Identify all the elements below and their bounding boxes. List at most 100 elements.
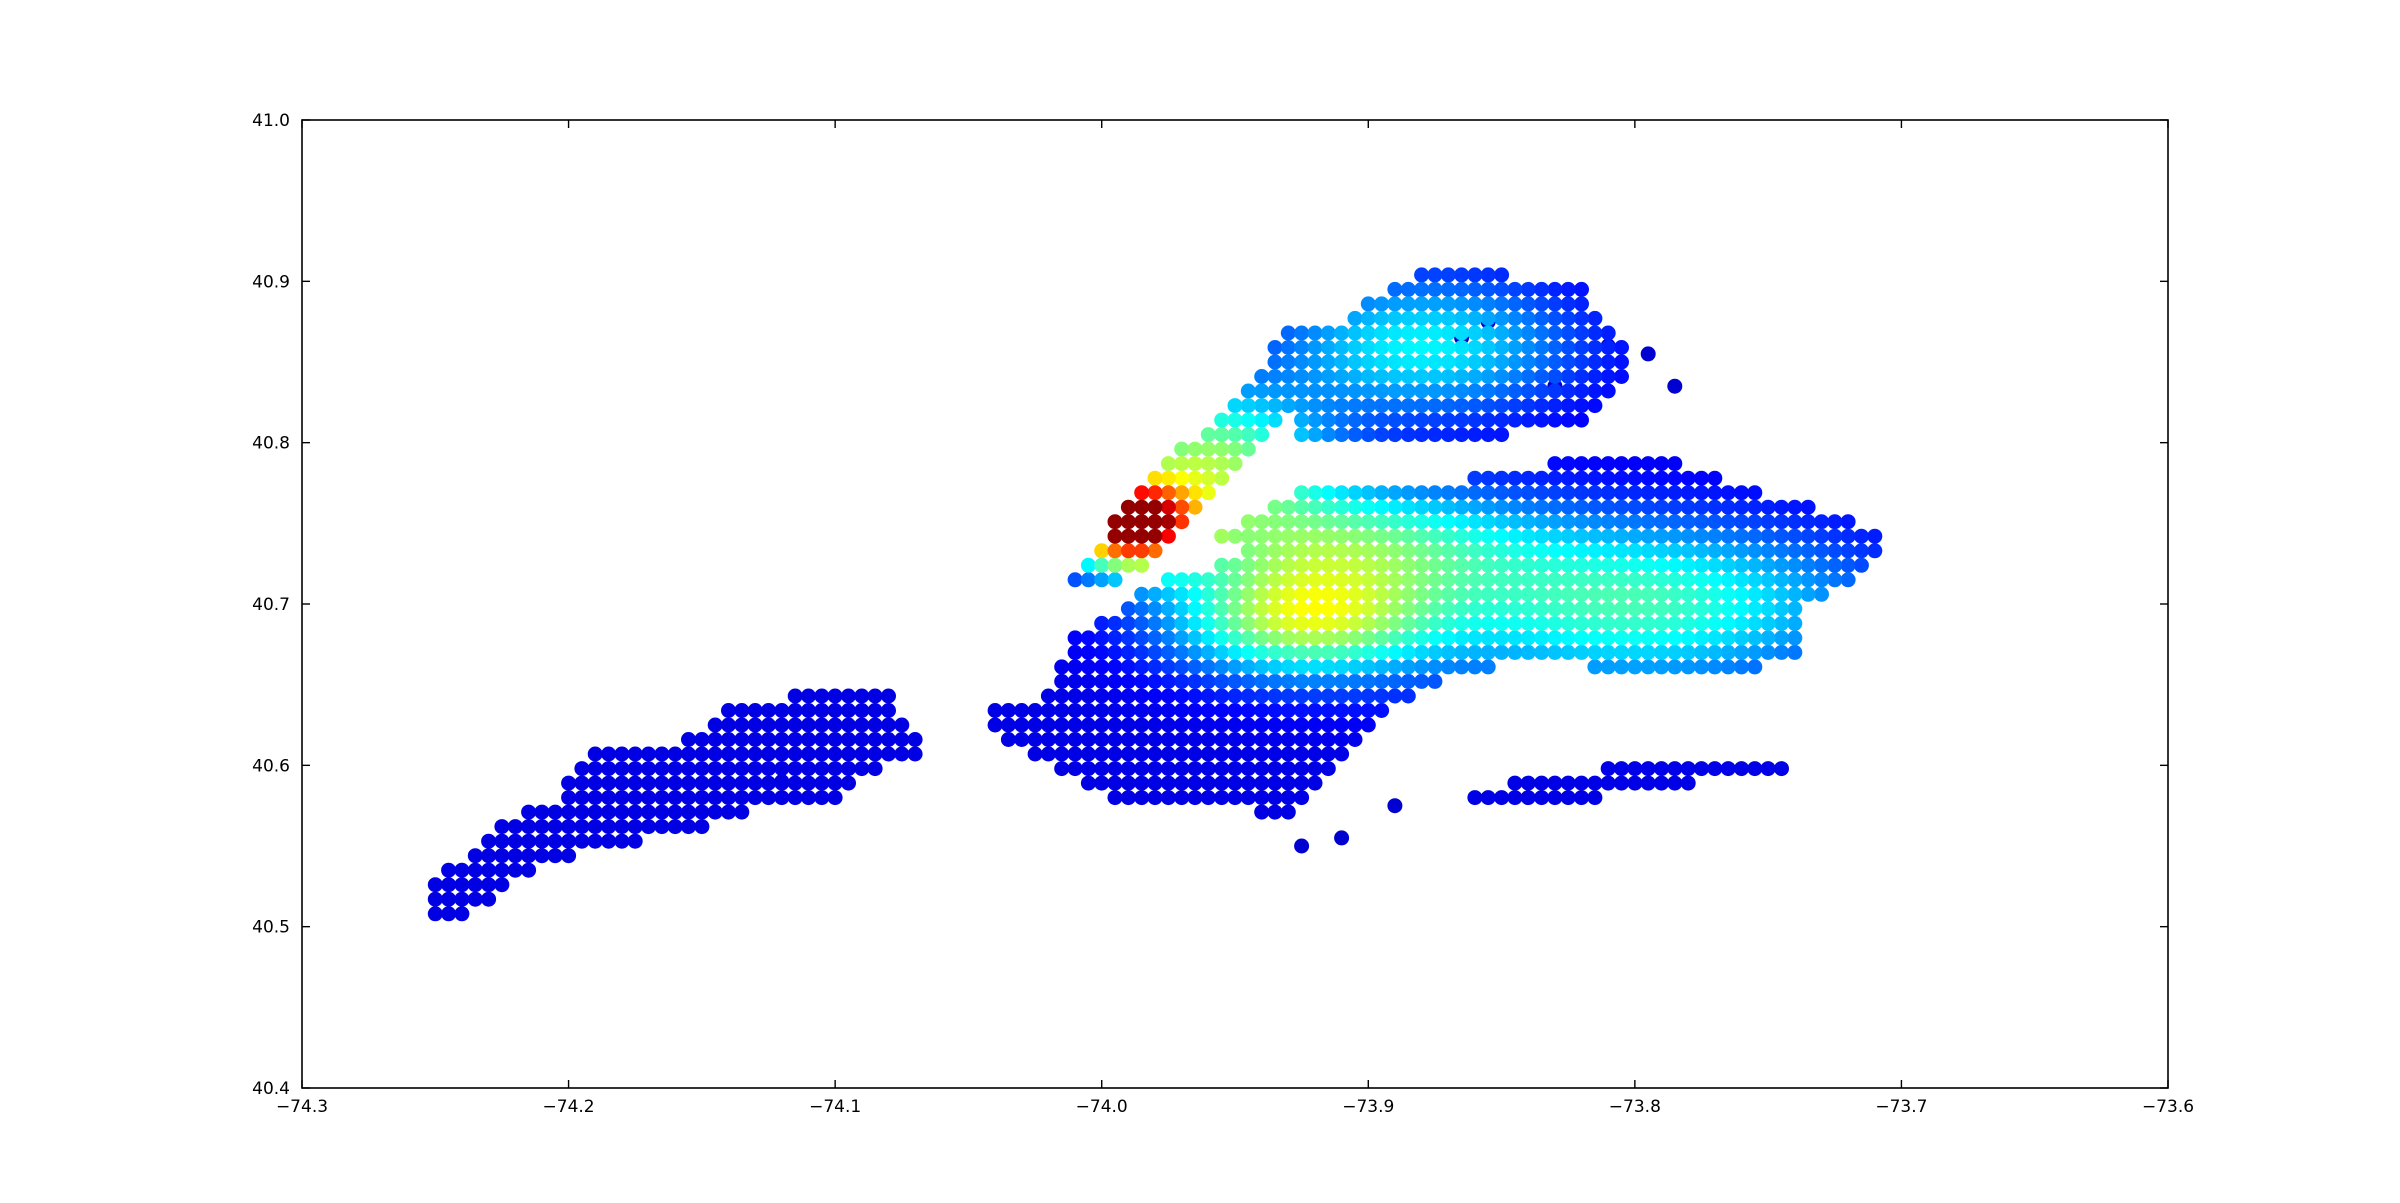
data-point — [1240, 412, 1256, 428]
y-tick-label: 41.0 — [252, 111, 290, 131]
data-point — [1414, 296, 1430, 312]
data-point — [1254, 601, 1270, 617]
data-point — [1240, 644, 1256, 660]
data-point — [1547, 340, 1563, 355]
data-point — [1534, 310, 1550, 326]
data-point — [1174, 470, 1190, 486]
data-point — [1507, 644, 1523, 660]
data-point — [1320, 761, 1336, 777]
data-point — [814, 732, 830, 747]
data-point — [1720, 499, 1736, 515]
data-point — [1440, 644, 1456, 660]
data-point — [1560, 499, 1576, 515]
data-point — [1360, 427, 1376, 443]
data-point — [1160, 470, 1176, 486]
data-point — [1054, 688, 1070, 704]
data-point — [1387, 514, 1403, 530]
data-point — [1600, 470, 1616, 486]
data-point — [1267, 601, 1283, 617]
data-point — [774, 703, 790, 718]
data-point — [1254, 746, 1270, 762]
data-point — [1600, 528, 1616, 544]
data-point — [1160, 688, 1176, 704]
data-point — [1387, 499, 1403, 515]
data-point — [1400, 601, 1416, 617]
data-point — [841, 775, 856, 791]
data-point — [587, 804, 603, 820]
data-point — [1080, 703, 1096, 718]
data-point — [734, 804, 750, 820]
data-point — [1507, 514, 1523, 530]
data-point — [574, 819, 590, 835]
data-point — [1707, 543, 1723, 559]
data-point — [601, 804, 617, 820]
data-point — [1734, 601, 1749, 617]
data-point — [1147, 514, 1163, 530]
data-point — [1587, 557, 1603, 573]
data-point — [1254, 790, 1270, 806]
data-point — [547, 804, 563, 820]
data-point — [1347, 514, 1363, 530]
data-point — [1600, 601, 1616, 617]
data-point — [1507, 615, 1523, 631]
data-point — [1267, 514, 1283, 530]
data-point — [881, 703, 896, 718]
data-point — [1627, 644, 1643, 660]
data-point — [1187, 659, 1203, 675]
data-point — [1107, 644, 1123, 660]
data-point — [801, 790, 816, 806]
data-point — [1400, 485, 1416, 501]
data-point — [1507, 296, 1523, 312]
data-point — [1214, 427, 1230, 443]
data-point — [1414, 340, 1430, 355]
data-point — [1160, 659, 1176, 675]
data-point — [707, 790, 723, 806]
data-point — [1240, 688, 1256, 704]
data-point — [441, 877, 457, 893]
data-point — [801, 746, 816, 762]
data-point — [1480, 412, 1496, 428]
data-point — [1120, 528, 1136, 544]
data-point — [1134, 528, 1150, 544]
data-point — [587, 761, 603, 777]
data-point — [1774, 543, 1789, 559]
data-point — [1387, 644, 1403, 660]
data-point — [1374, 383, 1390, 399]
data-point — [1187, 615, 1203, 631]
data-point — [1294, 427, 1310, 443]
data-point — [1360, 398, 1376, 414]
data-point — [1774, 572, 1789, 588]
data-point — [1414, 325, 1430, 341]
data-point — [521, 819, 537, 835]
data-point — [1374, 485, 1390, 501]
data-point — [1827, 557, 1843, 573]
data-point — [1347, 659, 1363, 675]
data-point — [1240, 732, 1256, 747]
data-point — [1134, 746, 1150, 762]
data-point — [1480, 325, 1496, 341]
data-point — [441, 891, 457, 907]
data-point — [694, 746, 710, 762]
data-point — [1107, 543, 1123, 559]
data-point — [1680, 470, 1696, 486]
data-point — [1160, 601, 1176, 617]
data-point — [1387, 281, 1403, 297]
data-point — [1720, 761, 1736, 777]
data-point — [1814, 572, 1829, 588]
data-point — [1240, 514, 1256, 530]
data-point — [1440, 325, 1456, 341]
data-point — [574, 804, 590, 820]
data-point — [1240, 746, 1256, 762]
data-point — [1107, 703, 1123, 718]
data-point — [1627, 485, 1643, 501]
data-point — [1427, 310, 1443, 326]
data-point — [1200, 441, 1216, 457]
y-axis: 40.4 40.5 40.6 40.7 40.8 40.9 41.0 — [252, 111, 2168, 1099]
data-point — [1187, 703, 1203, 718]
data-point — [1467, 586, 1483, 602]
data-point — [1667, 485, 1683, 501]
data-point — [707, 804, 723, 820]
data-point — [1587, 586, 1603, 602]
data-point — [1400, 325, 1416, 341]
data-point — [1520, 340, 1536, 355]
